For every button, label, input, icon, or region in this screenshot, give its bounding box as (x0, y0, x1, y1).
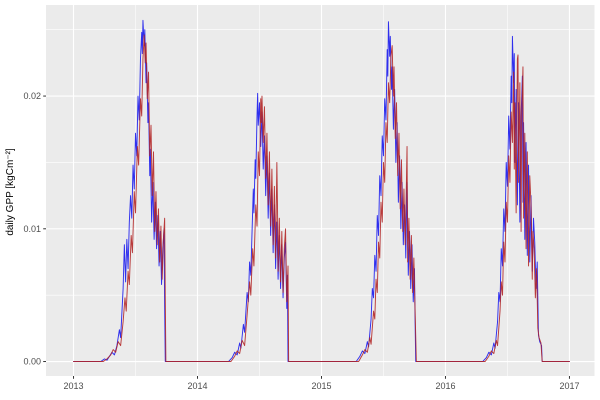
y-tick-label: 0.00 (23, 357, 41, 367)
y-axis-title: daily GPP [kgCm⁻²] (5, 148, 16, 236)
plot-area: 2013 2014 2015 2016 2017 0.00 0.01 0.02 (23, 5, 595, 391)
x-tick-label: 2017 (559, 381, 579, 391)
x-tick-label: 2016 (435, 381, 455, 391)
y-tick-label: 0.02 (23, 91, 41, 101)
series-line-gpp-series-darkred (73, 34, 570, 363)
y-tick-label: 0.01 (23, 224, 41, 234)
plot-panel (46, 5, 595, 376)
x-tick-label: 2015 (311, 381, 331, 391)
x-tick-label: 2013 (64, 381, 84, 391)
x-tick-label: 2014 (187, 381, 207, 391)
